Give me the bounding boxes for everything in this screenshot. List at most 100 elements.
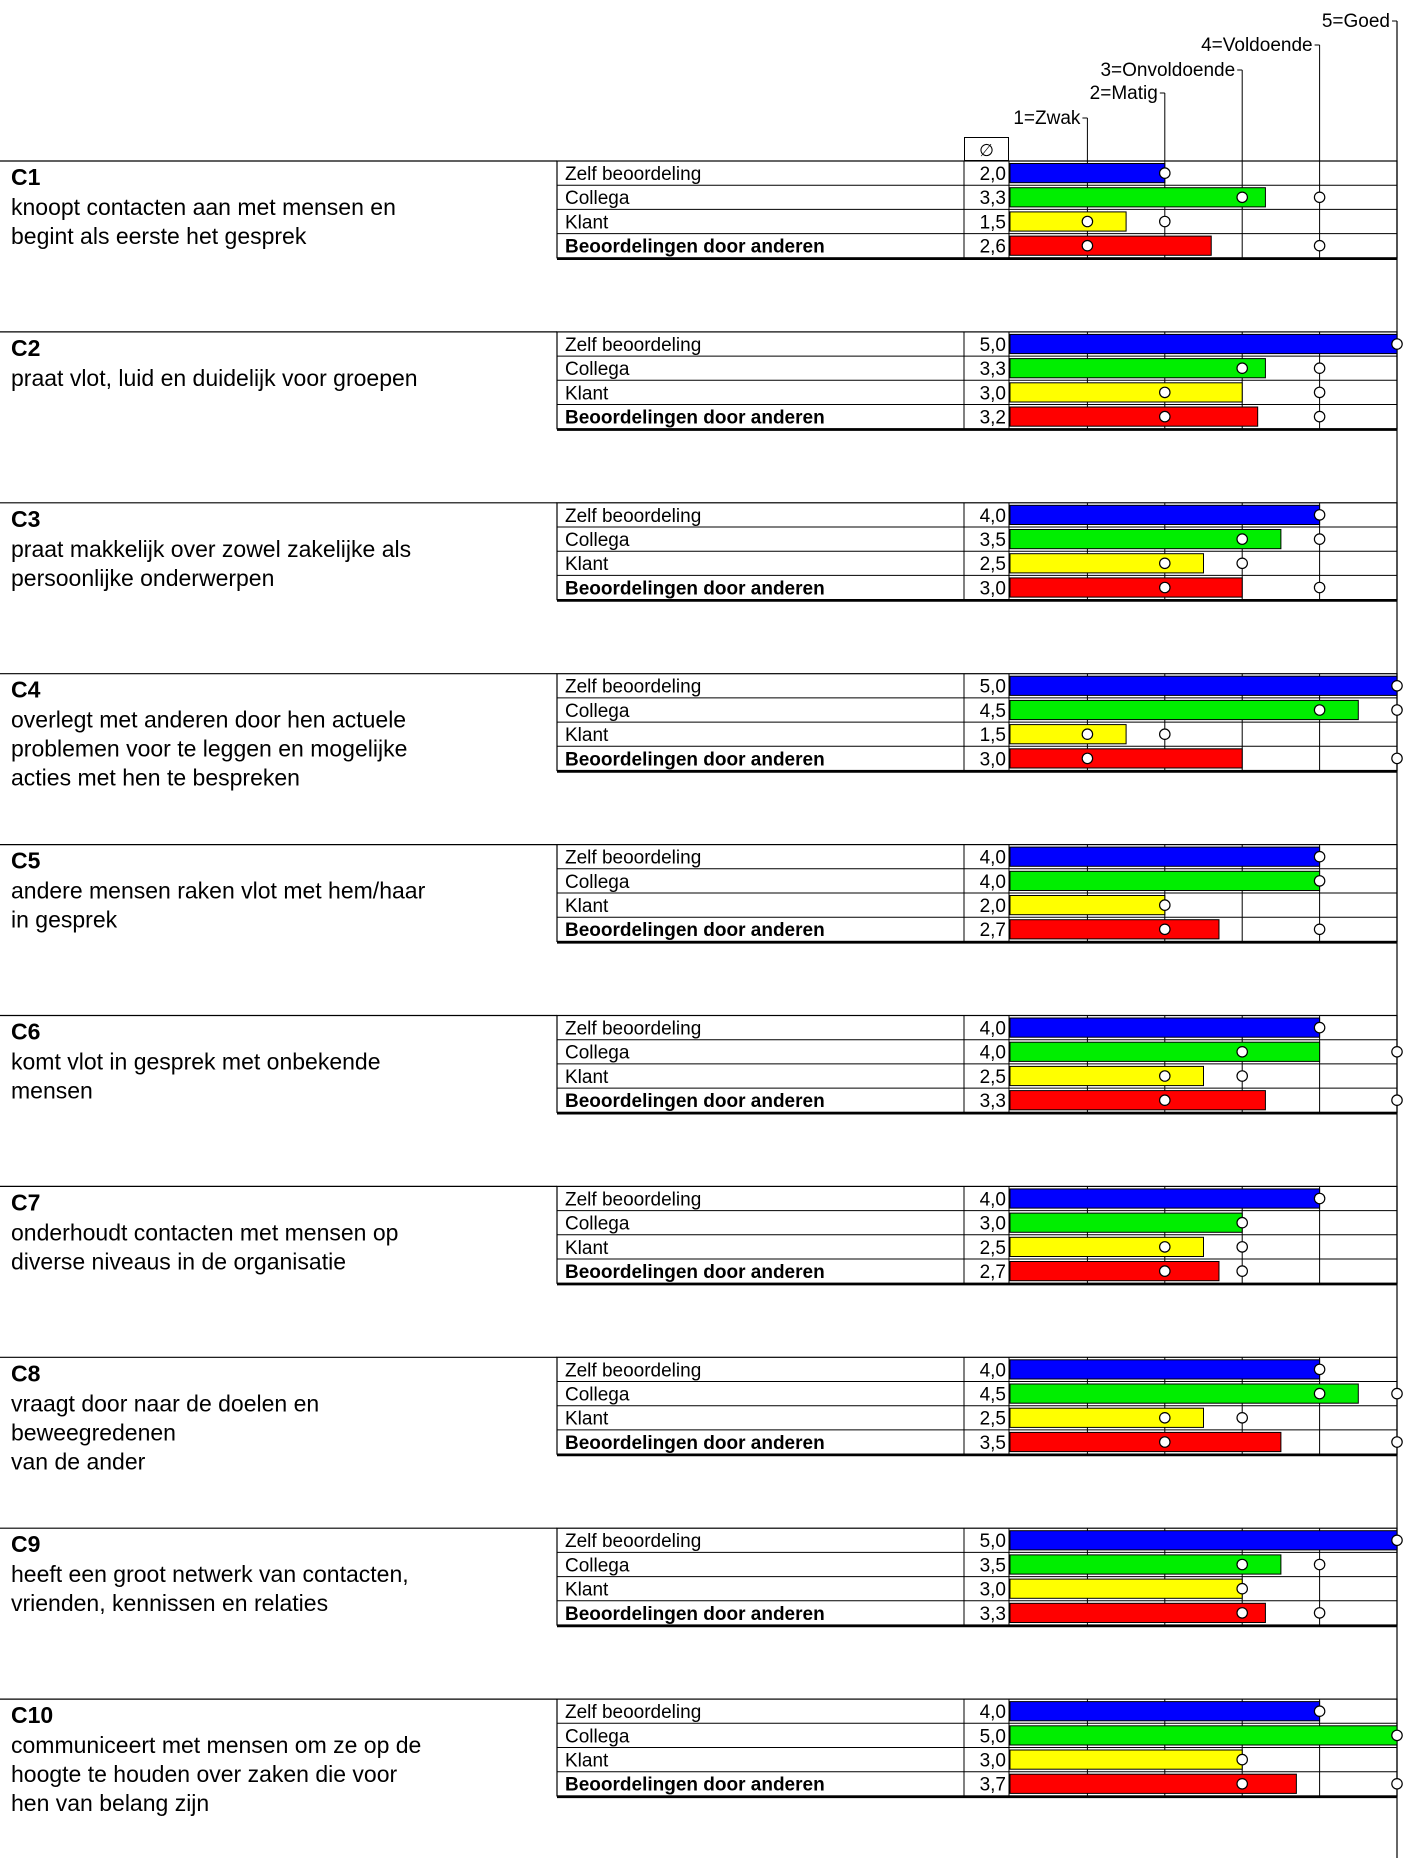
- average-value: 5,0: [980, 335, 1006, 356]
- average-value: 3,0: [980, 1751, 1006, 1772]
- average-value: 2,7: [980, 920, 1006, 941]
- rating-bar: [1009, 1773, 1297, 1794]
- scale-label: 3=Onvoldoende: [1100, 60, 1235, 81]
- row-label: Collega: [565, 1555, 630, 1576]
- average-value: 1,5: [980, 725, 1006, 746]
- rating-bar: [1009, 577, 1243, 598]
- rating-marker: [1159, 1241, 1171, 1253]
- average-value: 2,5: [980, 1409, 1006, 1430]
- rating-marker: [1236, 1241, 1248, 1253]
- row-label: Beoordelingen door anderen: [565, 578, 825, 599]
- rating-marker: [1236, 1070, 1248, 1082]
- average-value: 2,0: [980, 164, 1006, 185]
- rating-marker: [1391, 1778, 1403, 1790]
- competency-block: C9 heeft een groot netwerk van contacten,…: [0, 1527, 1403, 1628]
- rating-marker: [1159, 386, 1171, 399]
- average-value: 4,0: [980, 1189, 1006, 1210]
- row-label: Collega: [565, 1214, 630, 1235]
- rating-bar: [1009, 1431, 1282, 1453]
- rating-bar: [1009, 1090, 1266, 1111]
- rating-marker: [1391, 679, 1403, 692]
- rating-bar: [1009, 724, 1127, 745]
- row-label: Beoordelingen door anderen: [565, 1262, 825, 1283]
- item-description-line: hoogte te houden over zaken die voor: [11, 1761, 398, 1787]
- rating-marker: [1313, 1387, 1326, 1400]
- rating-marker: [1236, 1046, 1248, 1058]
- item-code: C7: [11, 1189, 40, 1215]
- row-label: Klant: [565, 1580, 609, 1601]
- rating-bar: [1009, 504, 1321, 525]
- row-label: Collega: [565, 872, 630, 893]
- scale-label: 5=Goed: [1322, 11, 1390, 32]
- row-label: Zelf beoordeling: [565, 1360, 701, 1381]
- item-description-line: overlegt met anderen door hen actuele: [11, 707, 406, 733]
- rating-marker: [1313, 533, 1326, 545]
- item-description-line: onderhoudt contacten met mensen op: [11, 1219, 398, 1245]
- row-label: Klant: [565, 1067, 609, 1088]
- rating-bar: [1009, 211, 1127, 232]
- row-label: Beoordelingen door anderen: [565, 1433, 825, 1454]
- row-label: Beoordelingen door anderen: [565, 1604, 825, 1625]
- average-value: 3,5: [980, 1433, 1006, 1454]
- item-description-line: knoopt contacten aan met mensen en: [11, 194, 396, 220]
- rating-marker: [1313, 850, 1326, 863]
- row-label: Klant: [565, 383, 609, 404]
- item-code: C2: [11, 335, 40, 361]
- item-code: C1: [11, 164, 41, 190]
- item-description-line: acties met hen te bespreken: [11, 765, 300, 791]
- rating-marker: [1159, 1265, 1171, 1277]
- row-label: Collega: [565, 1726, 630, 1747]
- rating-marker: [1159, 923, 1171, 936]
- rating-bar: [1009, 1065, 1204, 1087]
- average-value: 3,7: [980, 1775, 1006, 1796]
- rating-bar: [1009, 1261, 1220, 1282]
- rating-marker: [1236, 191, 1248, 204]
- average-value: 4,0: [980, 848, 1006, 869]
- rating-bar: [1009, 1407, 1204, 1428]
- item-code: C9: [11, 1531, 40, 1557]
- average-value: 3,5: [980, 1555, 1006, 1576]
- item-description-line: komt vlot in gesprek met onbekende: [11, 1049, 380, 1075]
- item-code: C3: [11, 506, 40, 532]
- average-value: 3,2: [980, 408, 1006, 429]
- average-value: 5,0: [980, 1531, 1006, 1552]
- rating-marker: [1159, 167, 1171, 179]
- average-value: 5,0: [980, 1726, 1006, 1747]
- rating-bar: [1009, 1725, 1398, 1746]
- item-description-line: hen van belang zijn: [11, 1790, 209, 1816]
- average-value: 3,0: [980, 749, 1006, 770]
- rating-bar: [1009, 1701, 1321, 1722]
- rating-marker: [1236, 533, 1248, 545]
- average-value: 3,3: [980, 188, 1006, 209]
- rating-marker: [1313, 1363, 1326, 1376]
- row-label: Collega: [565, 359, 630, 380]
- average-value: 2,7: [980, 1262, 1006, 1283]
- rating-bar: [1009, 1236, 1204, 1258]
- item-description-line: van de ander: [11, 1448, 146, 1474]
- rating-bar: [1009, 358, 1266, 379]
- rating-marker: [1391, 1534, 1403, 1547]
- rating-marker: [1313, 386, 1326, 399]
- average-value: 4,0: [980, 1043, 1006, 1064]
- row-label: Zelf beoordeling: [565, 1531, 701, 1552]
- average-value: 2,5: [980, 554, 1006, 575]
- average-value: 4,5: [980, 701, 1006, 722]
- rating-marker: [1081, 239, 1094, 252]
- average-value: 3,3: [980, 1604, 1006, 1625]
- item-description-line: praat makkelijk over zowel zakelijke als: [11, 536, 411, 562]
- row-label: Zelf beoordeling: [565, 848, 701, 869]
- item-code: C4: [11, 677, 41, 703]
- rating-marker: [1391, 752, 1403, 765]
- rating-marker: [1391, 704, 1403, 716]
- competency-block: C2 praat vlot, luid en duidelijk voor gro…: [0, 331, 1403, 431]
- competency-block: C6 komt vlot in gesprek met onbekende mens…: [0, 1014, 1403, 1115]
- rating-marker: [1159, 410, 1171, 423]
- item-description-line: vrienden, kennissen en relaties: [11, 1590, 328, 1616]
- rating-marker: [1159, 1094, 1171, 1106]
- rating-marker: [1313, 1705, 1326, 1717]
- competency-block: C1 knoopt contacten aan met mensen en begi…: [0, 160, 1398, 260]
- rating-marker: [1313, 362, 1326, 374]
- item-description-line: praat vlot, luid en duidelijk voor groep…: [11, 365, 418, 391]
- average-value: 4,0: [980, 1702, 1006, 1723]
- rating-bar: [1009, 553, 1204, 574]
